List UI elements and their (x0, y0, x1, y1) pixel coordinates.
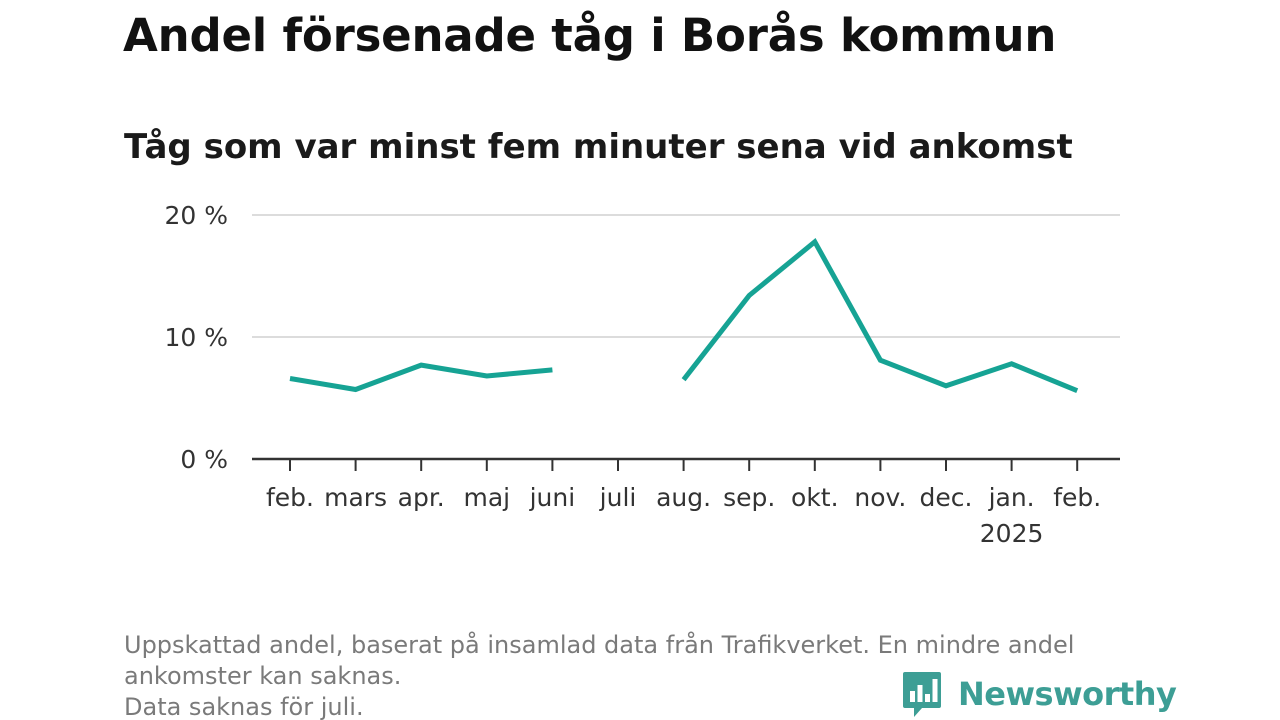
series-line-segment (681, 237, 1079, 394)
x-tick-label: dec. (920, 483, 973, 512)
newsworthy-logo-icon (903, 672, 941, 717)
x-tick-label: feb. (1053, 483, 1101, 512)
chart-subtitle: Tåg som var minst fem minuter sena vid a… (124, 127, 1073, 167)
x-tick-label: jan. (988, 483, 1035, 512)
x-tick-label: apr. (398, 483, 445, 512)
series-line-segment (289, 362, 553, 393)
y-tick-label: 10 % (164, 323, 228, 352)
x-tick-label: okt. (791, 483, 839, 512)
x-tick-label: mars (324, 483, 387, 512)
x-tick-label: sep. (723, 483, 775, 512)
line-chart: 0 % 10 % 20 % feb. mars apr. maj juni juli aug. s… (164, 201, 1120, 548)
series-lines (289, 237, 1079, 394)
x-tick-label: juli (599, 483, 637, 512)
y-axis-ticks: 0 % 10 % 20 % (164, 201, 228, 474)
footnote-line-1: Uppskattad andel, baserat på insamlad da… (124, 631, 1075, 659)
x-tick-label: nov. (854, 483, 906, 512)
x-tick-label: maj (463, 483, 510, 512)
x-axis-ticks: feb. mars apr. maj juni juli aug. sep. okt. nov. d… (266, 459, 1101, 548)
y-tick-label: 0 % (180, 445, 228, 474)
footnote-line-3: Data saknas för juli. (124, 693, 364, 720)
gridlines (252, 214, 1120, 338)
x-tick-sublabel: 2025 (980, 519, 1044, 548)
brand-name: Newsworthy (958, 675, 1177, 713)
x-tick-label: aug. (656, 483, 711, 512)
x-tick-label: juni (529, 483, 576, 512)
y-tick-label: 20 % (164, 201, 228, 230)
footnote-line-2: ankomster kan saknas. (124, 662, 402, 690)
footnote: Uppskattad andel, baserat på insamlad da… (124, 630, 1164, 720)
chart-title: Andel försenade tåg i Borås kommun (123, 9, 1057, 62)
brand-logo: Newsworthy (902, 670, 1177, 718)
x-tick-label: feb. (266, 483, 314, 512)
